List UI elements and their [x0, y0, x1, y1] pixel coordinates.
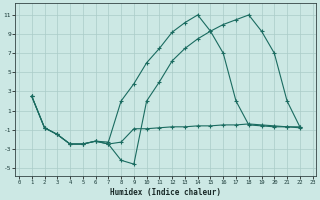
X-axis label: Humidex (Indice chaleur): Humidex (Indice chaleur) — [110, 188, 221, 197]
